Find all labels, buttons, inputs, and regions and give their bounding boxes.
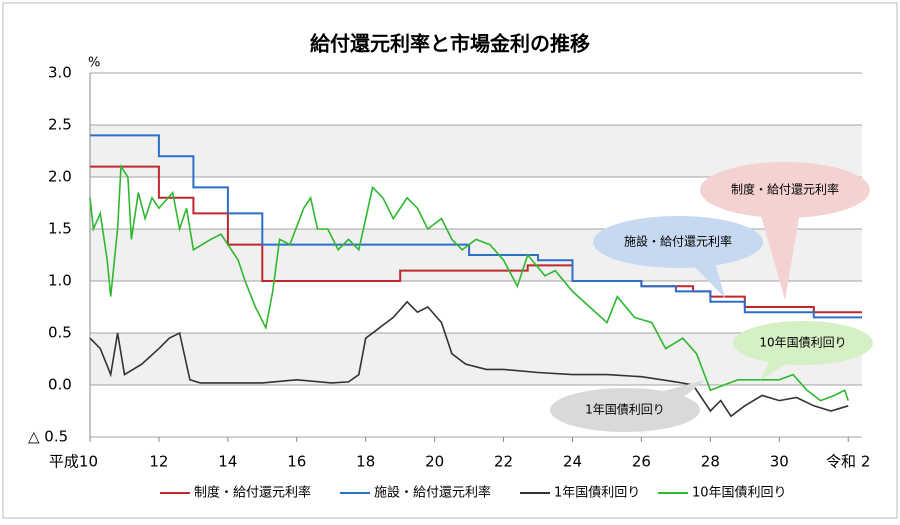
y-tick-label: △ 0.5 (28, 428, 68, 446)
series-line (89, 164, 849, 402)
legend-label: 施設・給付還元利率 (374, 485, 491, 501)
x-tick-label: 22 (494, 453, 513, 471)
callout (733, 321, 873, 365)
y-tick-label: 0.0 (48, 376, 72, 394)
chart-title: 給付還元利率と市場金利の推移 (310, 32, 590, 56)
y-unit: % (88, 56, 100, 71)
y-tick-label: 2.5 (48, 116, 72, 134)
y-tick-label: 1.0 (48, 272, 72, 290)
x-tick-label: 12 (149, 453, 168, 471)
x-tick-label: 14 (218, 453, 237, 471)
x-tick-label: 28 (701, 453, 720, 471)
callout-tail (690, 262, 725, 298)
legend-label: 制度・給付還元利率 (194, 485, 311, 501)
x-tick-label: 平成10 (49, 453, 98, 471)
x-tick-label: 26 (632, 453, 651, 471)
series-line (89, 300, 849, 418)
x-tick-label: 令和 2 (826, 453, 870, 471)
callout-tail (760, 212, 800, 300)
y-tick-label: 3.0 (48, 64, 72, 82)
callout-tail (760, 360, 790, 380)
callout-label: 施設・給付還元利率 (624, 234, 732, 249)
callout-label: 10年国債利回り (759, 335, 846, 350)
y-tick-label: 2.0 (48, 168, 72, 186)
series-line (90, 134, 862, 319)
callout-label: 制度・給付還元利率 (731, 182, 839, 197)
legend-label: 1年国債利回り (554, 486, 640, 501)
x-tick-label: 20 (425, 453, 444, 471)
legend-label: 10年国債利回り (692, 486, 787, 501)
x-tick-label: 24 (563, 453, 582, 471)
x-tick-label: 16 (287, 453, 306, 471)
x-tick-label: 18 (356, 453, 375, 471)
callout (593, 216, 763, 268)
y-tick-label: 1.5 (48, 220, 72, 238)
series-line (90, 165, 862, 314)
callout-label: 1年国債利回り (585, 402, 665, 417)
callout (700, 162, 870, 218)
callout (550, 388, 700, 432)
y-tick-label: 0.5 (48, 324, 72, 342)
x-tick-label: 30 (770, 453, 789, 471)
